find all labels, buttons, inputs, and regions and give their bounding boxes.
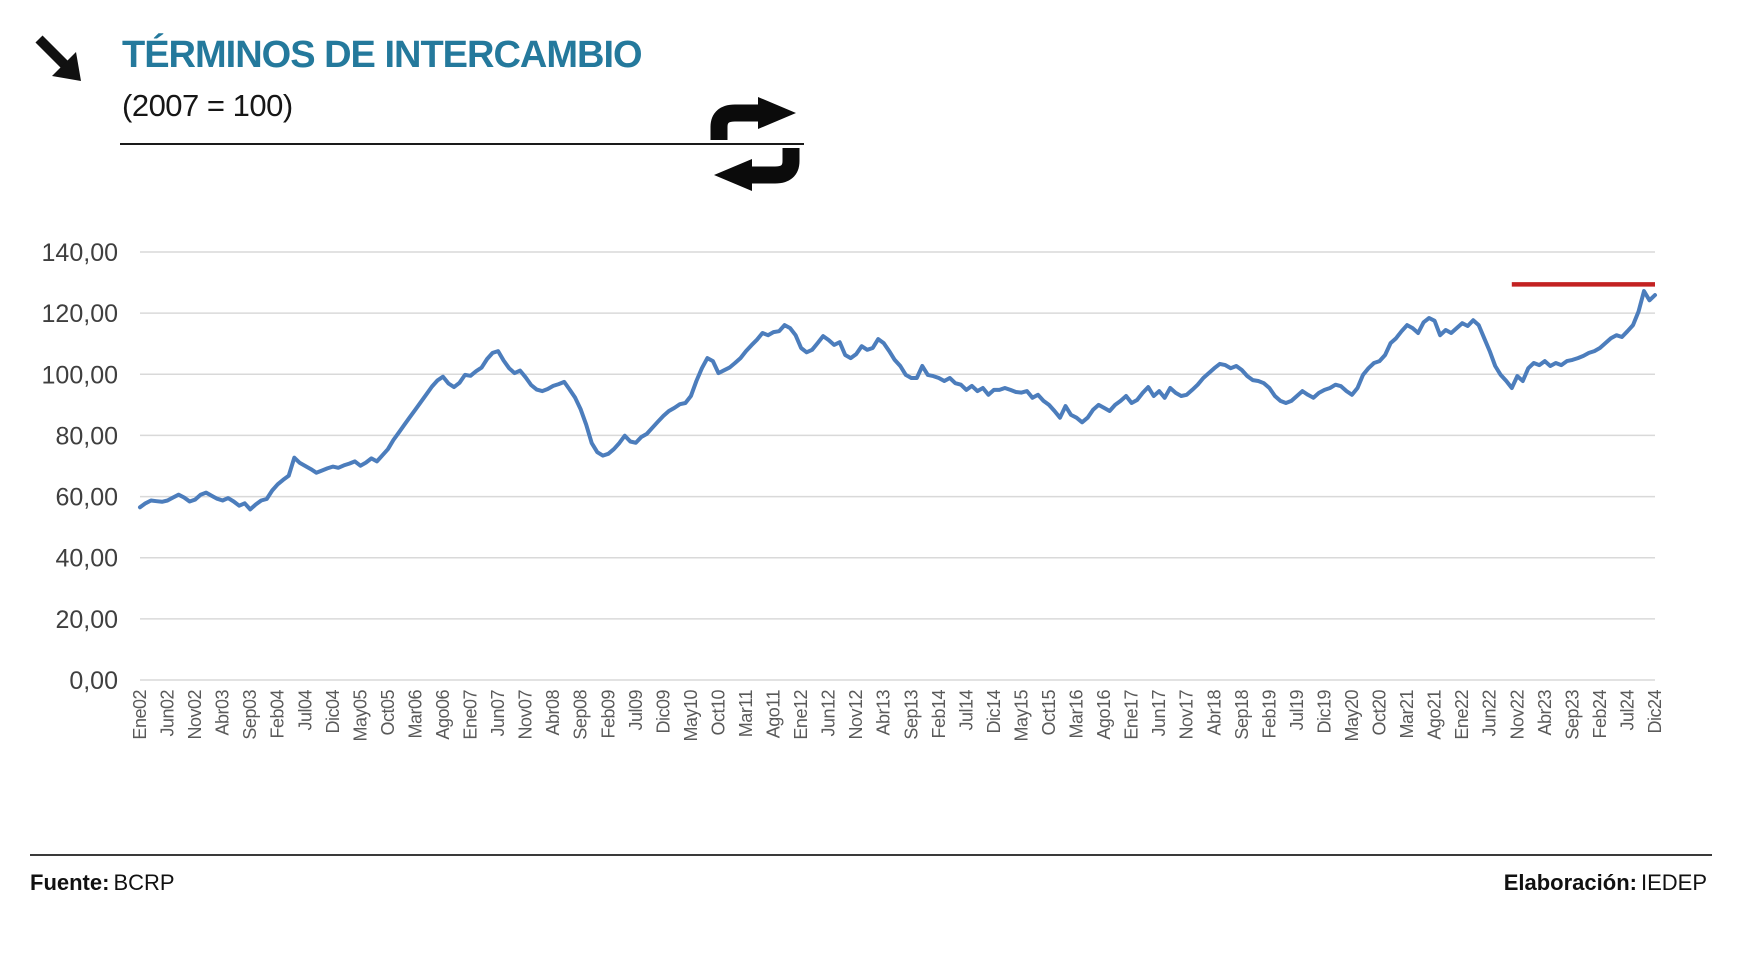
x-axis-tick-label: May15 [1012, 690, 1032, 742]
x-axis-tick-label: Sep08 [571, 690, 591, 740]
y-axis-tick-label: 60,00 [55, 484, 118, 512]
x-axis-tick-label: Feb04 [268, 690, 288, 739]
y-axis-tick-label: 40,00 [55, 545, 118, 573]
x-axis-tick-label: Jun17 [1149, 690, 1169, 737]
elaboration-note: Elaboración: IEDEP [1504, 870, 1711, 896]
x-axis-tick-label: Sep23 [1562, 690, 1582, 740]
y-axis-tick-label: 0,00 [69, 667, 118, 695]
x-axis-tick-label: May20 [1342, 690, 1362, 742]
x-axis-tick-label: Jun07 [488, 690, 508, 737]
x-axis-tick-label: Jul19 [1287, 690, 1307, 731]
source-value: BCRP [113, 870, 175, 895]
x-axis-tick-label: Dic19 [1315, 690, 1335, 734]
x-axis-tick-label: Dic09 [653, 690, 673, 734]
x-axis-tick-label: Abr23 [1535, 690, 1555, 736]
page-title: TÉRMINOS DE INTERCAMBIO [122, 34, 643, 76]
x-axis-tick-label: Abr18 [1204, 690, 1224, 736]
x-axis-tick-label: Sep18 [1232, 690, 1252, 740]
x-axis-tick-label: Jul04 [295, 690, 315, 731]
x-axis-tick-label: Abr08 [543, 690, 563, 736]
x-axis-tick-label: Abr13 [874, 690, 894, 736]
elaboration-value: IEDEP [1640, 870, 1707, 895]
y-axis-tick-label: 140,00 [42, 239, 118, 267]
x-axis-tick-label: Ago21 [1425, 690, 1445, 740]
x-axis-tick-label: Nov07 [516, 690, 536, 740]
y-axis-tick-label: 20,00 [55, 606, 118, 634]
x-axis-tick-label: Ago16 [1094, 690, 1114, 740]
x-axis-tick-label: Mar21 [1397, 690, 1417, 739]
x-axis-tick-label: May05 [350, 690, 370, 742]
x-axis-tick-label: Sep13 [901, 690, 921, 740]
x-axis-tick-label: Jun22 [1480, 690, 1500, 737]
x-axis-tick-label: Jul14 [956, 690, 976, 731]
header-divider [120, 143, 804, 145]
x-axis-tick-label: Jul09 [626, 690, 646, 731]
x-axis-tick-label: Jun12 [819, 690, 839, 737]
x-axis-tick-label: Feb09 [598, 690, 618, 739]
x-axis-tick-label: Oct15 [1039, 690, 1059, 736]
x-axis-tick-label: Ago11 [764, 690, 784, 739]
series-line [138, 289, 1657, 512]
x-axis-tick-label: Feb19 [1259, 690, 1279, 739]
y-axis-tick-label: 100,00 [42, 361, 118, 389]
exchange-arrows-icon [710, 97, 800, 191]
footer-divider [30, 854, 1712, 856]
x-axis-tick-label: Dic24 [1645, 690, 1665, 734]
x-axis-tick-label: Feb14 [929, 690, 949, 739]
x-axis-tick-label: Ene12 [791, 690, 811, 740]
x-axis-tick-label: Dic04 [323, 690, 343, 734]
x-axis-tick-label: Ago06 [433, 690, 453, 740]
x-axis-tick-label: Oct20 [1370, 690, 1390, 736]
x-axis-tick-label: Ene22 [1452, 690, 1472, 740]
x-axis-tick-label: Ene02 [130, 690, 150, 740]
x-axis-tick-label: Nov22 [1507, 690, 1527, 740]
x-axis-tick-label: May10 [681, 690, 701, 742]
x-axis-tick-label: Nov02 [185, 690, 205, 740]
down-right-arrow-icon [35, 35, 81, 81]
x-axis-tick-label: Dic14 [984, 690, 1004, 734]
x-axis-tick-label: Jun02 [158, 690, 178, 737]
source-label: Fuente: [30, 870, 110, 895]
x-axis-tick-label: Oct05 [378, 690, 398, 736]
source-note: Fuente: BCRP [30, 870, 179, 896]
x-axis-tick-label: Jul24 [1618, 690, 1638, 731]
x-axis-tick-label: Nov12 [846, 690, 866, 740]
x-axis-tick-label: Mar06 [406, 690, 426, 739]
x-axis-tick-label: Sep03 [240, 690, 260, 740]
x-axis-tick-label: Nov17 [1177, 690, 1197, 740]
y-axis-tick-label: 120,00 [42, 300, 118, 328]
y-axis-tick-label: 80,00 [55, 422, 118, 450]
x-axis-tick-label: Mar11 [736, 690, 756, 738]
x-axis-tick-label: Abr03 [213, 690, 233, 736]
elaboration-label: Elaboración: [1503, 870, 1637, 895]
x-axis-tick-label: Ene07 [461, 690, 481, 740]
page-subtitle: (2007 = 100) [122, 88, 293, 123]
x-axis-tick-label: Feb24 [1590, 690, 1610, 739]
x-axis-tick-label: Oct10 [709, 690, 729, 736]
x-axis-tick-label: Ene17 [1122, 690, 1142, 740]
x-axis-tick-label: Mar16 [1067, 690, 1087, 739]
